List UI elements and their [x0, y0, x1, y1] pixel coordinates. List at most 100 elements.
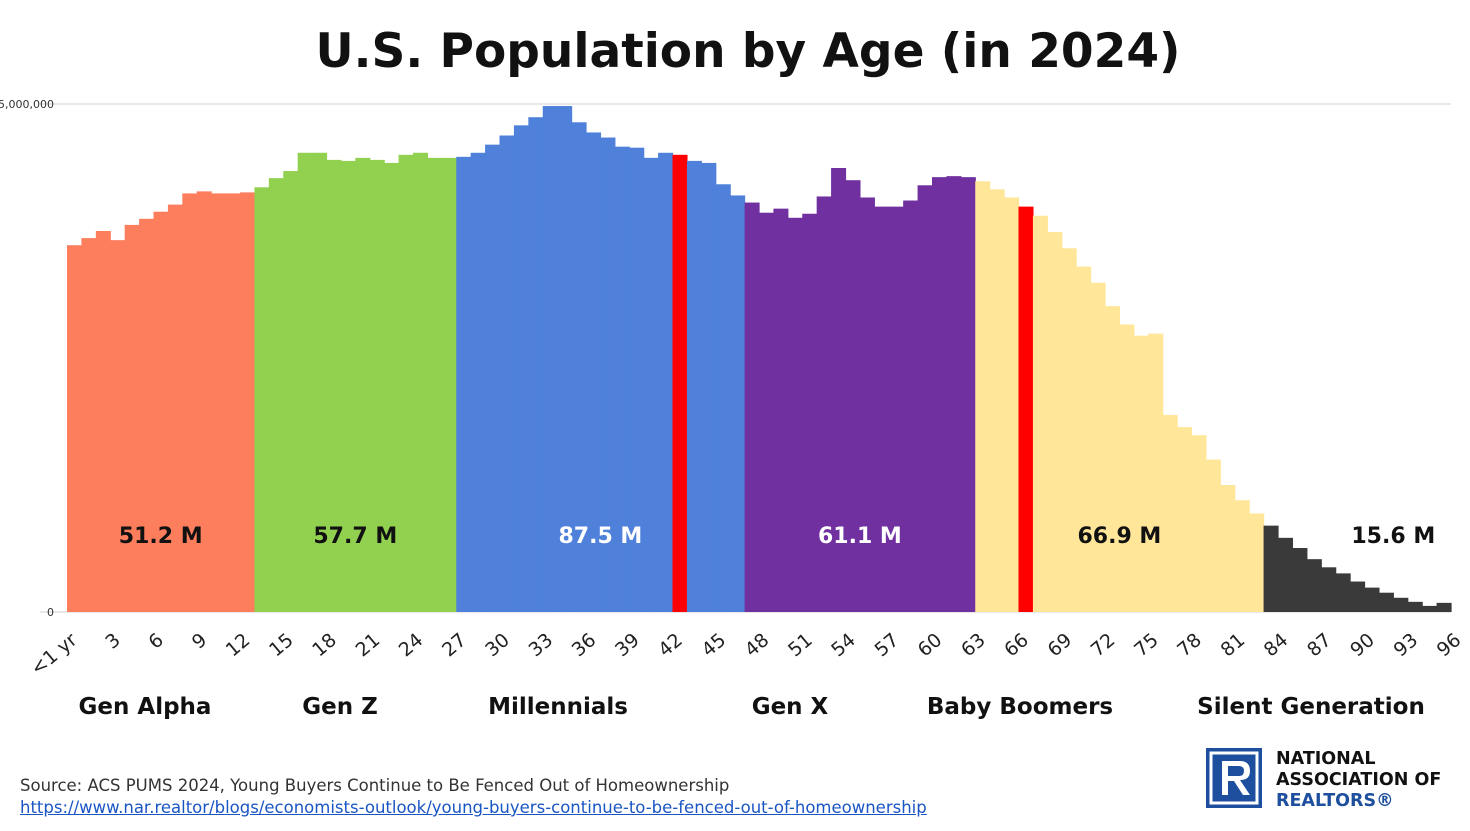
x-tick-label: 48 — [741, 629, 774, 661]
bar-age-44 — [701, 162, 717, 612]
bar-age-59 — [917, 185, 933, 612]
bar-age-29 — [485, 144, 501, 612]
bar-age-87 — [1321, 567, 1337, 612]
bar-age-61 — [946, 176, 962, 612]
bar-age-94 — [1422, 605, 1438, 612]
realtor-r-icon — [1206, 748, 1262, 808]
bar-age-11 — [225, 193, 241, 612]
bar-age-60 — [932, 177, 948, 612]
bar-age-88 — [1335, 573, 1351, 612]
population-chart: 0 5,000,000 51.2 M 57.7 M 87.5 M 61.1 M 66.9 M… — [0, 98, 1466, 680]
generation-total-label: 87.5 M — [558, 524, 642, 549]
x-tick-label: 69 — [1044, 629, 1077, 661]
x-tick-label: 96 — [1433, 629, 1466, 661]
bar-age-74 — [1133, 335, 1149, 612]
bar-age-66 — [1018, 206, 1034, 612]
bar-age-64 — [989, 189, 1005, 612]
bar-age-15 — [283, 171, 299, 612]
bar-age-27 — [456, 156, 472, 612]
bar-age-45 — [715, 184, 731, 612]
x-tick-label: 21 — [352, 629, 385, 661]
bar-age-48 — [759, 212, 775, 612]
bar-age-92 — [1393, 597, 1409, 612]
generation-label: Gen Alpha — [78, 694, 212, 720]
bar-age-70 — [1076, 266, 1092, 612]
bar-age-9 — [196, 191, 212, 612]
bar-age-8 — [182, 193, 198, 612]
x-tick-label: 84 — [1260, 629, 1293, 661]
bar-age-21 — [369, 159, 385, 612]
bar-age-69 — [1061, 248, 1077, 612]
generation-label: Millennials — [488, 694, 628, 720]
x-tick-label: 42 — [654, 629, 687, 661]
bar-age-14 — [268, 178, 284, 613]
bar-age-0 — [67, 245, 83, 612]
bar-age-77 — [1177, 427, 1193, 612]
bar-age-6 — [153, 211, 169, 612]
bar-age-80 — [1220, 485, 1236, 612]
bar-age-7 — [167, 204, 183, 612]
x-tick-label: 63 — [957, 629, 990, 661]
bar-age-76 — [1162, 414, 1178, 612]
bar-age-85 — [1292, 547, 1308, 612]
bar-age-39 — [629, 147, 645, 612]
logo-line-2: ASSOCIATION OF — [1276, 770, 1442, 790]
bar-age-25 — [427, 157, 443, 612]
bar-age-23 — [398, 154, 414, 613]
generation-total-label: 66.9 M — [1077, 524, 1161, 549]
bar-age-20 — [355, 157, 371, 612]
x-tick-label: 66 — [1000, 629, 1033, 661]
bar-age-24 — [413, 152, 429, 612]
bar-age-62 — [960, 177, 976, 612]
bar-age-49 — [773, 208, 789, 612]
bar-age-22 — [384, 162, 400, 612]
bar-age-95 — [1436, 602, 1452, 612]
bar-age-17 — [312, 152, 328, 612]
bar-age-26 — [441, 157, 457, 612]
bar-age-57 — [888, 206, 904, 612]
bar-age-91 — [1378, 592, 1394, 612]
logo-line-3: REALTORS® — [1276, 791, 1394, 811]
generation-label: Baby Boomers — [926, 694, 1114, 720]
chart-title: U.S. Population by Age (in 2024) — [315, 24, 1181, 79]
generation-label: Silent Generation — [1197, 694, 1425, 720]
bar-age-84 — [1278, 537, 1294, 612]
bar-age-1 — [81, 238, 97, 613]
bar-age-35 — [571, 122, 587, 612]
bar-age-41 — [658, 152, 674, 612]
bar-age-36 — [586, 132, 602, 612]
generation-total-label: 15.6 M — [1351, 524, 1435, 549]
x-tick-label: 75 — [1130, 629, 1163, 661]
x-tick-label: 18 — [308, 629, 341, 661]
bar-age-42 — [672, 154, 688, 613]
bar-age-28 — [470, 152, 486, 612]
bar-age-53 — [831, 168, 847, 612]
bar-age-10 — [211, 193, 227, 612]
bar-age-78 — [1191, 435, 1207, 612]
bar-age-12 — [240, 192, 256, 612]
logo-line-1: NATIONAL — [1276, 749, 1376, 769]
bar-age-2 — [95, 231, 111, 612]
x-tick-label: 81 — [1217, 629, 1250, 661]
bar-age-47 — [744, 202, 760, 613]
bar-age-67 — [1032, 215, 1048, 612]
bar-age-40 — [643, 157, 659, 612]
x-tick-label: 57 — [871, 629, 904, 661]
bar-age-58 — [903, 200, 919, 612]
x-tick-label: 72 — [1087, 629, 1120, 661]
x-tick-label: 9 — [188, 629, 211, 654]
bar-age-50 — [787, 217, 803, 613]
bar-age-89 — [1350, 581, 1366, 612]
bar-age-46 — [730, 195, 746, 612]
x-tick-label: 33 — [525, 629, 558, 661]
bar-age-18 — [326, 159, 342, 612]
bar-age-75 — [1148, 333, 1164, 612]
source-link[interactable]: https://www.nar.realtor/blogs/economists… — [20, 798, 927, 817]
bar-age-4 — [124, 224, 140, 612]
bar-age-90 — [1364, 587, 1380, 612]
x-tick-label: 27 — [438, 629, 471, 661]
x-tick-label: 45 — [698, 629, 731, 661]
bar-age-16 — [297, 152, 313, 612]
generation-total-label: 57.7 M — [313, 524, 397, 549]
nar-logo: NATIONAL ASSOCIATION OF REALTORS® — [1206, 748, 1466, 811]
